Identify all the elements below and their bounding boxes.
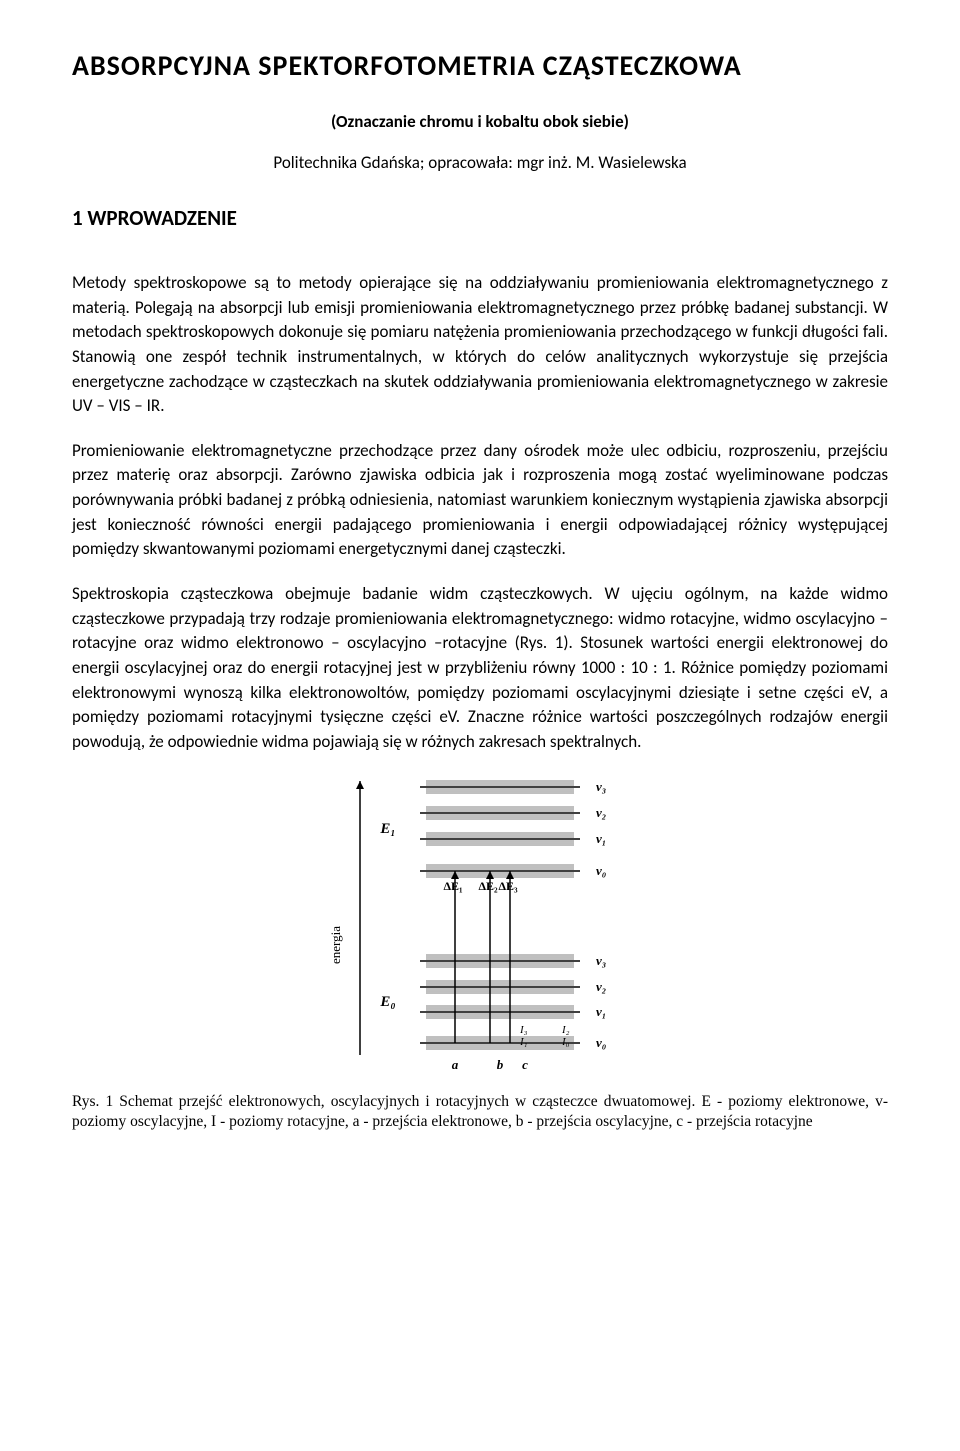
svg-text:v₂: v₂: [596, 805, 606, 820]
figure-1-caption: Rys. 1 Schemat przejść elektronowych, os…: [72, 1092, 888, 1134]
svg-text:E₁: E₁: [379, 821, 395, 837]
svg-text:a: a: [452, 1057, 459, 1072]
energy-diagram-svg: energia v₃ v₂ v₁ v₀ E₁ v₃ v₂ v₁ v₀ E₀ I₃ I₂ I₁ I₀ ΔE₁ ΔE…: [300, 775, 660, 1075]
svg-text:ΔE₂: ΔE₂: [478, 879, 498, 893]
svg-text:I₃: I₃: [519, 1024, 528, 1036]
svg-text:v₁: v₁: [596, 831, 606, 846]
svg-text:ΔE₃: ΔE₃: [498, 879, 518, 893]
svg-text:v₃: v₃: [596, 779, 606, 794]
svg-text:b: b: [497, 1057, 504, 1072]
paragraph-2: Promieniowanie elektromagnetyczne przech…: [72, 439, 888, 562]
figure-1: energia v₃ v₂ v₁ v₀ E₁ v₃ v₂ v₁ v₀ E₀ I₃ I₂ I₁ I₀ ΔE₁ ΔE…: [72, 775, 888, 1080]
svg-text:v₀: v₀: [596, 1035, 606, 1050]
paragraph-1: Metody spektroskopowe są to metody opier…: [72, 271, 888, 419]
svg-text:ΔE₁: ΔE₁: [443, 879, 463, 893]
svg-text:I₂: I₂: [561, 1024, 570, 1036]
svg-text:energia: energia: [328, 925, 343, 963]
doc-author: Politechnika Gdańska; opracowała: mgr in…: [72, 152, 888, 173]
svg-text:I₀: I₀: [561, 1036, 570, 1048]
doc-subtitle: (Oznaczanie chromu i kobaltu obok siebie…: [72, 111, 888, 132]
svg-text:v₁: v₁: [596, 1004, 606, 1019]
doc-title: ABSORPCYJNA SPEKTORFOTOMETRIA CZĄSTECZKO…: [72, 48, 888, 83]
section-heading: 1 WPROWADZENIE: [72, 205, 888, 231]
svg-text:v₀: v₀: [596, 863, 606, 878]
svg-text:E₀: E₀: [379, 994, 395, 1010]
svg-text:v₃: v₃: [596, 953, 606, 968]
svg-text:v₂: v₂: [596, 979, 606, 994]
svg-text:I₁: I₁: [519, 1036, 528, 1048]
svg-text:c: c: [522, 1057, 528, 1072]
paragraph-3: Spektroskopia cząsteczkowa obejmuje bada…: [72, 582, 888, 754]
